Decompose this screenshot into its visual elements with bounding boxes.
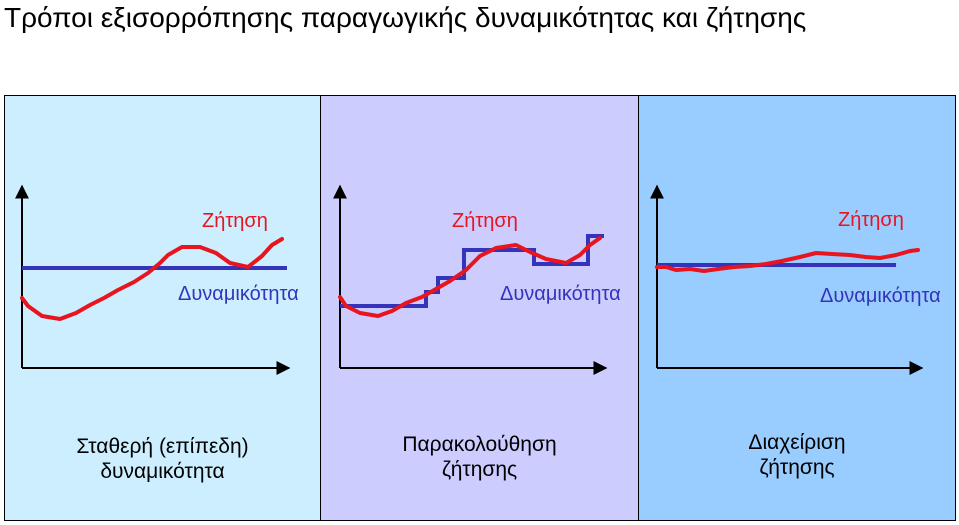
caption-line-1: Διαχείριση	[748, 431, 846, 454]
panel-level-capacity	[4, 95, 321, 521]
caption-panel-2: Παρακολούθηση ζήτησης	[320, 432, 639, 482]
caption-line-1: Σταθερή (επίπεδη)	[76, 435, 249, 458]
slide-title: Τρόποι εξισορρόπησης παραγωγικής δυναμικ…	[4, 2, 807, 33]
panel-manage-demand	[638, 95, 956, 521]
demand-curve-panel-2	[338, 236, 602, 318]
caption-panel-1: Σταθερή (επίπεδη) δυναμικότητα	[4, 434, 321, 484]
demand-curve-panel-1	[20, 237, 284, 321]
capacity-label-panel-3: Δυναμικότητα	[820, 285, 941, 307]
caption-line-2: ζήτησης	[441, 458, 518, 481]
demand-label-panel-1: Ζήτηση	[202, 210, 268, 232]
caption-line-1: Παρακολούθηση	[402, 433, 557, 456]
caption-panel-3: Διαχείριση ζήτησης	[638, 430, 956, 480]
capacity-label-panel-1: Δυναμικότητα	[178, 283, 299, 305]
axes-panel-2	[333, 184, 608, 375]
capacity-label-panel-2: Δυναμικότητα	[500, 283, 621, 305]
demand-curve-panel-3	[655, 248, 920, 273]
caption-line-2: δυναμικότητα	[100, 460, 225, 483]
demand-label-panel-2: Ζήτηση	[452, 210, 518, 232]
axes-panel-3	[650, 184, 924, 375]
caption-line-2: ζήτησης	[759, 456, 835, 479]
demand-label-panel-3: Ζήτηση	[838, 209, 904, 231]
axes-panel-1	[15, 184, 291, 375]
